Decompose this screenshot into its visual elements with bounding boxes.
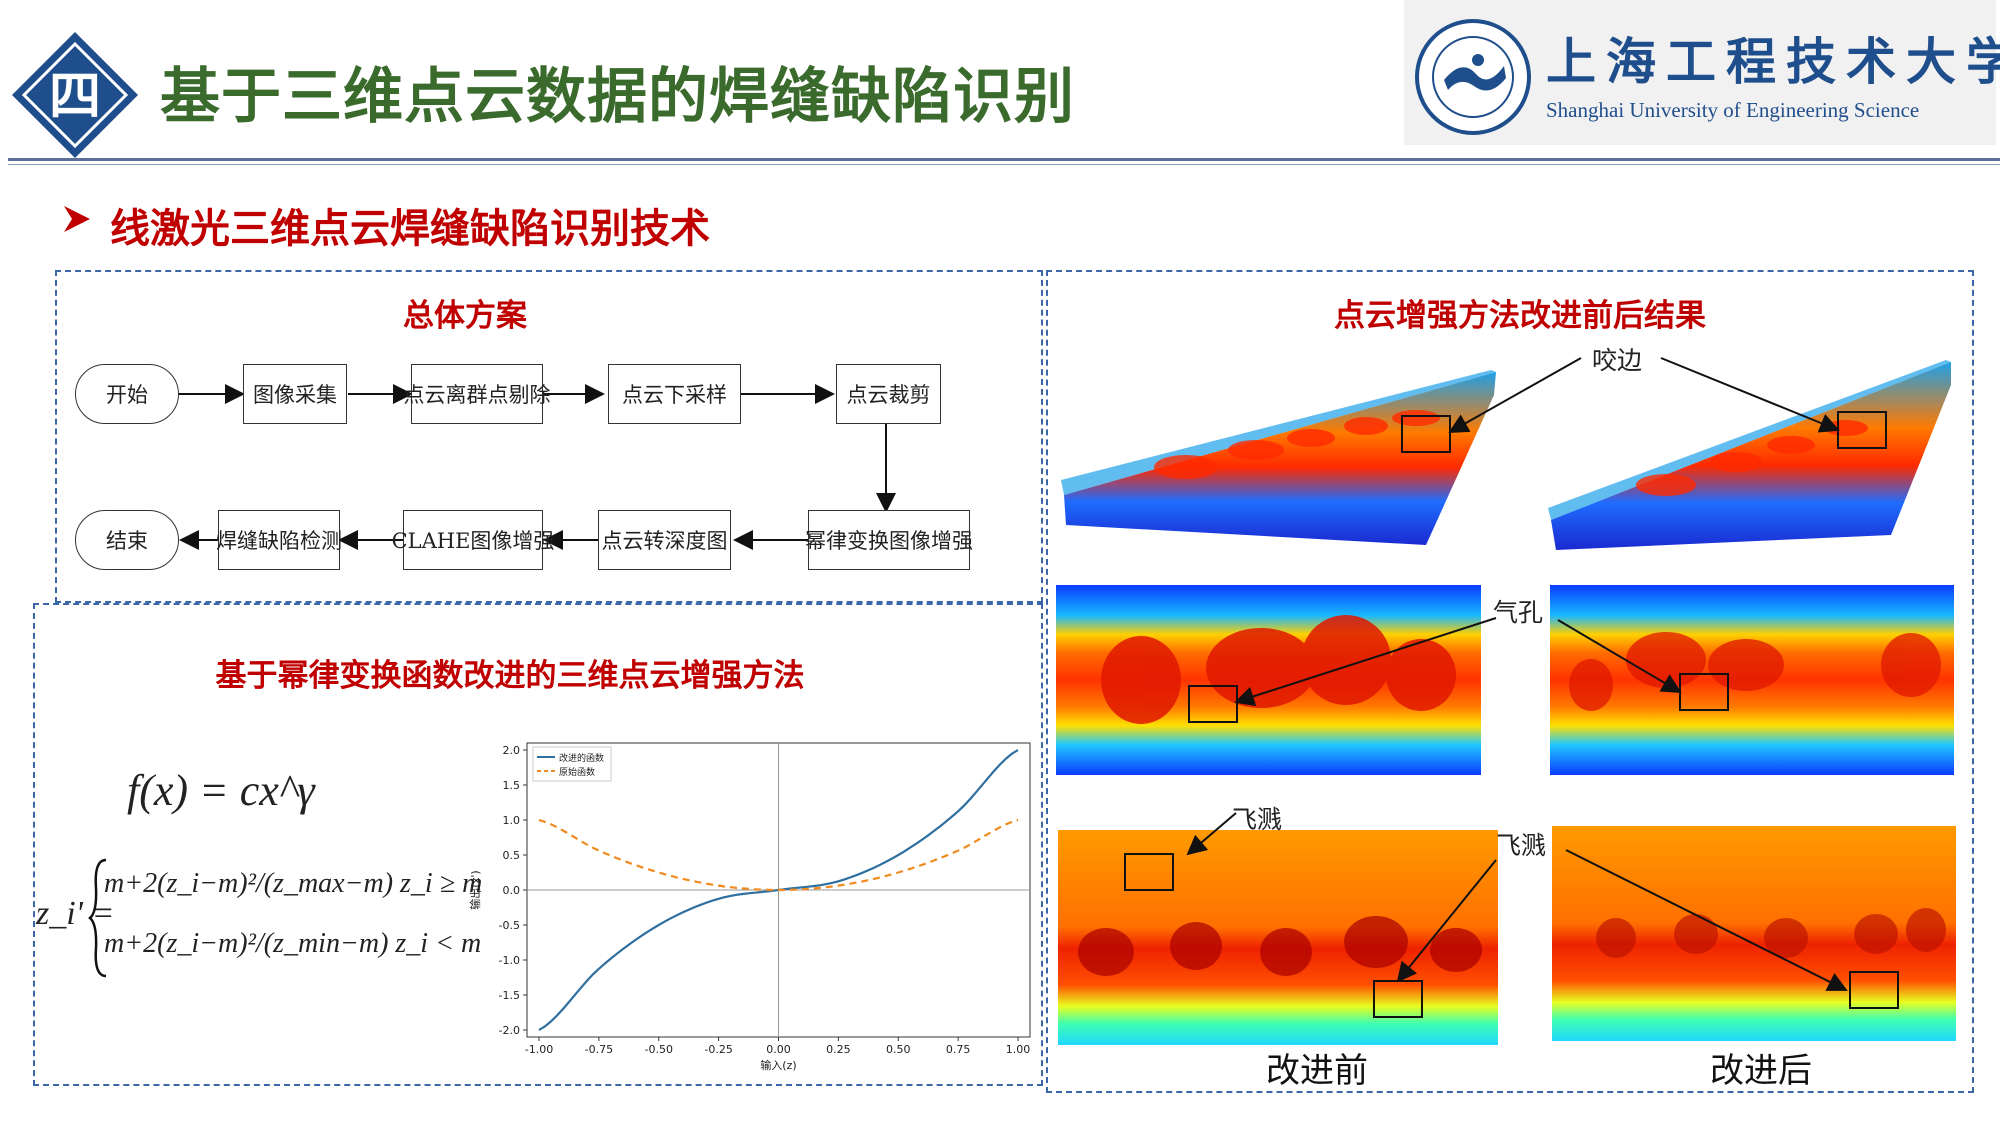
- logo-chinese-name: 上海工程技术大学: [1546, 32, 2000, 91]
- brace-icon: [88, 858, 107, 978]
- x-tick-label: -0.50: [645, 1043, 673, 1056]
- x-tick-label: 0.75: [946, 1043, 971, 1056]
- enhance-formula-case1: m+2(z_i−m)²/(z_max−m) z_i ≥ m: [104, 868, 483, 899]
- y-tick-label: 1.5: [503, 779, 521, 792]
- badge-text: 四: [49, 67, 101, 127]
- x-tick-label: 1.00: [1006, 1043, 1031, 1056]
- y-axis-label: 输出(z'): [468, 870, 482, 909]
- header-rule-thin: [8, 164, 2000, 165]
- section-number-badge: 四: [12, 32, 138, 158]
- flow-start: 开始: [75, 364, 179, 424]
- y-tick-label: -0.5: [499, 919, 520, 932]
- surface-before-image: [1061, 370, 1496, 545]
- flow-crop: 点云裁剪: [836, 364, 941, 424]
- spatter-label-right: 飞溅: [1496, 831, 1547, 860]
- x-tick-label: 0.25: [826, 1043, 851, 1056]
- results-title: 点云增强方法改进前后结果: [1334, 298, 1706, 334]
- legend-label: 原始函数: [559, 766, 595, 778]
- flow-clahe: CLAHE图像增强: [392, 510, 554, 570]
- spatter-box-before-1: [1124, 853, 1174, 891]
- y-tick-label: 2.0: [503, 744, 521, 757]
- power-law-formula: f(x) = cx^γ: [127, 766, 315, 815]
- overall-scheme-panel: [55, 270, 1043, 603]
- section-title: 线激光三维点云焊缝缺陷识别技术: [110, 206, 710, 252]
- results-panel: [1046, 270, 1974, 1093]
- logo-english-name: Shanghai University of Engineering Scien…: [1546, 98, 1920, 122]
- header-rule: [8, 158, 2000, 161]
- flow-power-law: 幂律变换图像增强: [805, 510, 973, 570]
- overall-scheme-title: 总体方案: [403, 298, 527, 334]
- y-tick-label: -2.0: [499, 1024, 520, 1037]
- power-law-chart: -1.00 -0.75 -0.50 -0.25 0.00 0.25 0.50 0.75 1.00…: [468, 742, 1031, 1072]
- surface-after-image: [1548, 360, 1951, 550]
- y-tick-label: 0.5: [503, 849, 521, 862]
- y-tick-label: -1.0: [499, 954, 520, 967]
- x-tick-label: 0.50: [886, 1043, 911, 1056]
- flow-end: 结束: [75, 510, 179, 570]
- porosity-label: 气孔: [1493, 598, 1544, 627]
- flow-downsample: 点云下采样: [608, 364, 741, 424]
- x-tick-label: -1.00: [525, 1043, 553, 1056]
- x-tick-label: -0.75: [585, 1043, 613, 1056]
- arrow-bullet-icon: [64, 206, 90, 232]
- flow-arrows: [178, 384, 896, 550]
- spatter-label-left: 飞溅: [1232, 805, 1283, 834]
- enhance-formula-lhs: z_i' =: [36, 895, 115, 932]
- undercut-label: 咬边: [1592, 346, 1643, 375]
- x-axis-label: 输入(z): [760, 1058, 796, 1072]
- university-seal-icon: [1415, 19, 1531, 135]
- enhance-formula-case2: m+2(z_i−m)²/(z_min−m) z_i < m: [104, 928, 482, 959]
- flow-image-capture: 图像采集: [243, 364, 347, 424]
- x-tick-label: 0.00: [766, 1043, 791, 1056]
- legend-box: [532, 746, 612, 782]
- page-title: 基于三维点云数据的焊缝缺陷识别: [160, 62, 1075, 132]
- y-tick-label: 1.0: [503, 814, 521, 827]
- x-tick-label: -0.25: [704, 1043, 732, 1056]
- flow-depth-map: 点云转深度图: [598, 510, 731, 570]
- series-line-2: [538, 818, 1019, 892]
- university-logo: 上海工程技术大学 Shanghai University of Engineer…: [1404, 0, 2000, 145]
- method-panel: [33, 603, 1043, 1086]
- before-caption: 改进前: [1266, 1051, 1368, 1091]
- y-tick-label: 0.0: [503, 884, 521, 897]
- legend-label: 改进的函数: [559, 752, 604, 764]
- flow-defect-detection: 焊缝缺陷检测: [216, 510, 342, 570]
- y-tick-label: -1.5: [499, 989, 520, 1002]
- method-title: 基于幂律变换函数改进的三维点云增强方法: [215, 658, 805, 694]
- results-figure: [1056, 357, 1956, 1045]
- spatter-box-after: [1849, 971, 1899, 1009]
- flow-outlier-removal: 点云离群点剔除: [404, 364, 551, 424]
- after-caption: 改进后: [1710, 1051, 1812, 1091]
- undercut-box-before: [1401, 415, 1451, 453]
